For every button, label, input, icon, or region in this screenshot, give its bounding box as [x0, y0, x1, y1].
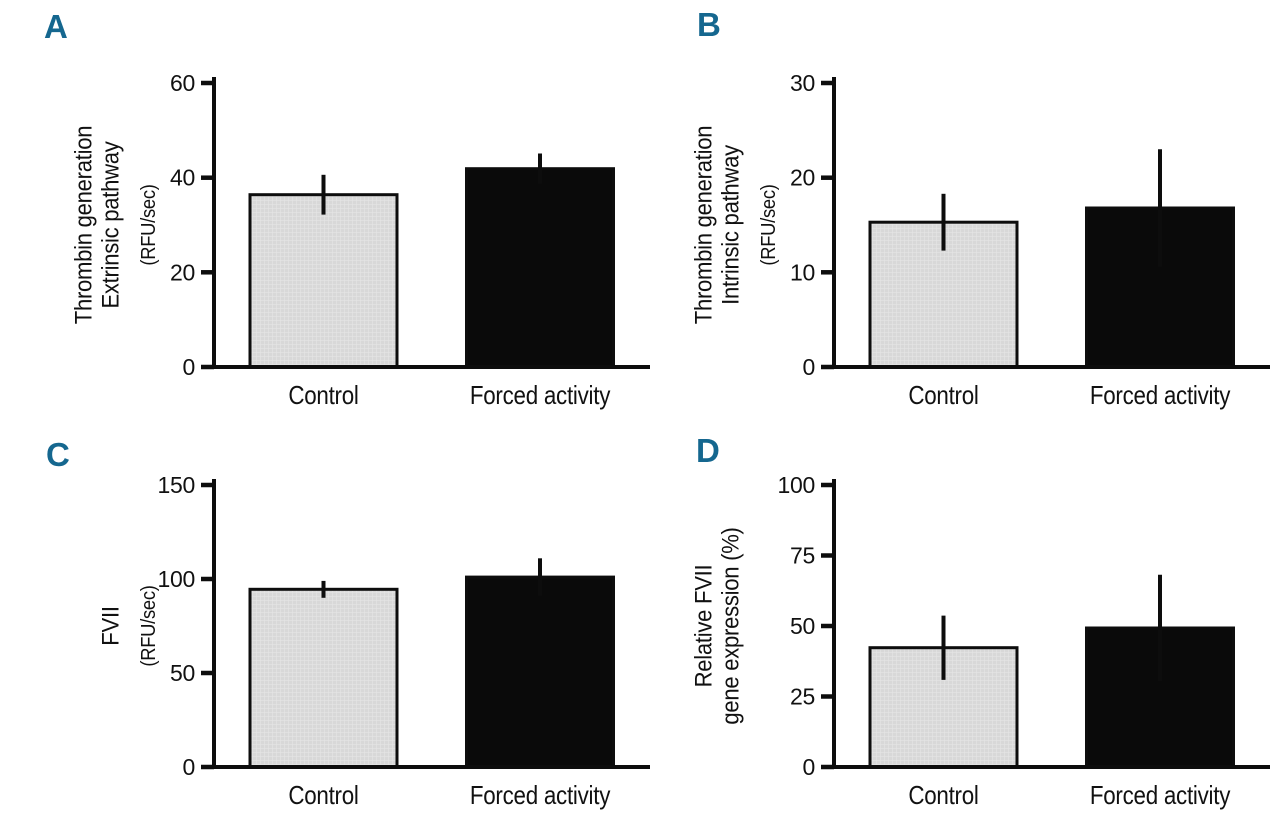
bar-forced-activity: [465, 167, 615, 369]
panel-d: 0 25 50 75 100 Control Forced activity Relative…: [620, 400, 1280, 825]
category-label-control: Control: [908, 380, 978, 410]
y-tick-label: 150: [158, 472, 195, 498]
y-tick-label: 100: [778, 472, 815, 498]
y-tick-label: 10: [790, 259, 815, 285]
y-tick-label: 100: [158, 566, 195, 592]
y-tick-label: 25: [790, 684, 815, 710]
panel-letter-a: A: [44, 8, 68, 45]
category-label-control: Control: [908, 780, 978, 810]
y-tick-label: 20: [790, 165, 815, 191]
y-tick-label: 30: [790, 70, 815, 96]
y-axis-unit-label: (RFU/sec): [138, 585, 160, 666]
category-label-forced-activity: Forced activity: [470, 380, 611, 410]
y-tick-label: 50: [790, 613, 815, 639]
y-tick-label: 50: [170, 660, 195, 686]
panel-letter-c: C: [46, 436, 70, 473]
category-label-control: Control: [288, 380, 358, 410]
y-axis-label: FVII: [97, 606, 124, 645]
y-axis-label: Intrinsic pathway: [717, 145, 744, 305]
panel-c-chart: 0 50 100 150 Control Forced activity FVII (RFU/…: [97, 472, 650, 810]
y-axis-unit-label: (RFU/sec): [758, 184, 780, 265]
y-tick-label: 40: [170, 165, 195, 191]
y-tick-label: 0: [803, 754, 816, 780]
y-axis-label: Extrinsic pathway: [97, 141, 124, 308]
y-axis-label: Relative FVII: [690, 565, 717, 688]
bar-control: [248, 193, 399, 369]
panel-b-chart: 0 10 20 30 Control Forced activity Thrombin ge…: [690, 70, 1270, 410]
panel-b: 0 10 20 30 Control Forced activity Thrombin ge…: [620, 0, 1280, 415]
bar-control: [248, 587, 399, 769]
category-label-forced-activity: Forced activity: [1090, 780, 1231, 810]
panel-a: 0 20 40 60 Control Forced activity Thrombin ge…: [0, 0, 660, 415]
panel-letter-d: D: [696, 432, 720, 469]
panel-letter-b: B: [697, 6, 721, 43]
panel-c: 0 50 100 150 Control Forced activity FVII (RFU/…: [0, 400, 660, 825]
y-tick-label: 20: [170, 259, 195, 285]
y-axis-label: Thrombin generation: [690, 126, 717, 325]
y-tick-label: 0: [803, 354, 816, 380]
bar-forced-activity: [465, 575, 615, 769]
y-axis-label: Thrombin generation: [70, 126, 97, 325]
y-axis-label: gene expression (%): [717, 527, 744, 724]
category-label-control: Control: [288, 780, 358, 810]
y-tick-label: 75: [790, 543, 815, 569]
category-label-forced-activity: Forced activity: [470, 780, 611, 810]
y-tick-label: 0: [183, 354, 196, 380]
y-tick-label: 0: [183, 754, 196, 780]
y-tick-label: 60: [170, 70, 195, 96]
category-label-forced-activity: Forced activity: [1090, 380, 1231, 410]
y-axis-unit-label: (RFU/sec): [138, 184, 160, 265]
bar-forced-activity: [1085, 626, 1235, 769]
panel-a-chart: 0 20 40 60 Control Forced activity Thrombin ge…: [70, 70, 650, 410]
panel-d-chart: 0 25 50 75 100 Control Forced activity Relative…: [690, 472, 1270, 810]
